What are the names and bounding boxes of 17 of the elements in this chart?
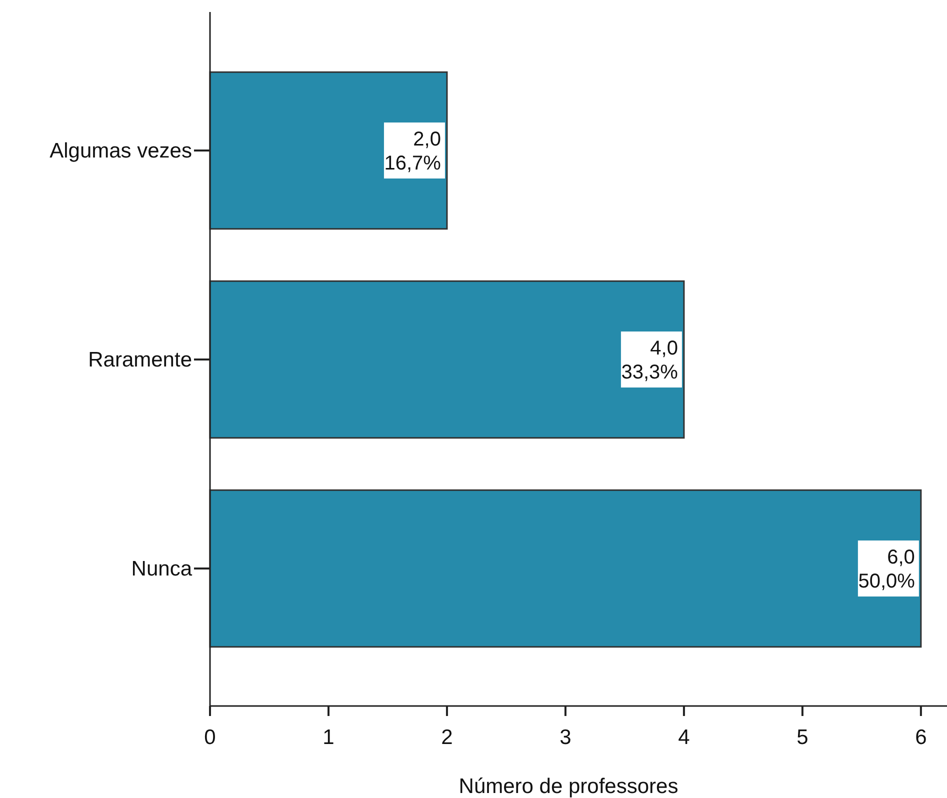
x-axis-title: Número de professores	[458, 775, 678, 798]
data-label: 4,0 33,3%	[621, 338, 678, 384]
data-label: 6,0 50,0%	[858, 546, 916, 592]
x-tick-label: 1	[322, 726, 334, 749]
x-tick-label: 0	[204, 726, 216, 749]
x-tick-label: 5	[796, 726, 808, 749]
y-tick-label: Nunca	[131, 558, 192, 580]
y-tick-label: Algumas vezes	[50, 140, 192, 162]
x-tick-label: 3	[560, 726, 572, 749]
y-tick-label: Raramente	[88, 348, 192, 372]
x-tick-label: 4	[678, 726, 690, 749]
data-label: 2,0 16,7%	[384, 128, 442, 174]
bar	[209, 489, 922, 648]
x-tick-label: 6	[915, 726, 927, 749]
x-tick-label: 2	[441, 726, 453, 749]
bar	[209, 280, 685, 439]
bar	[209, 71, 448, 230]
